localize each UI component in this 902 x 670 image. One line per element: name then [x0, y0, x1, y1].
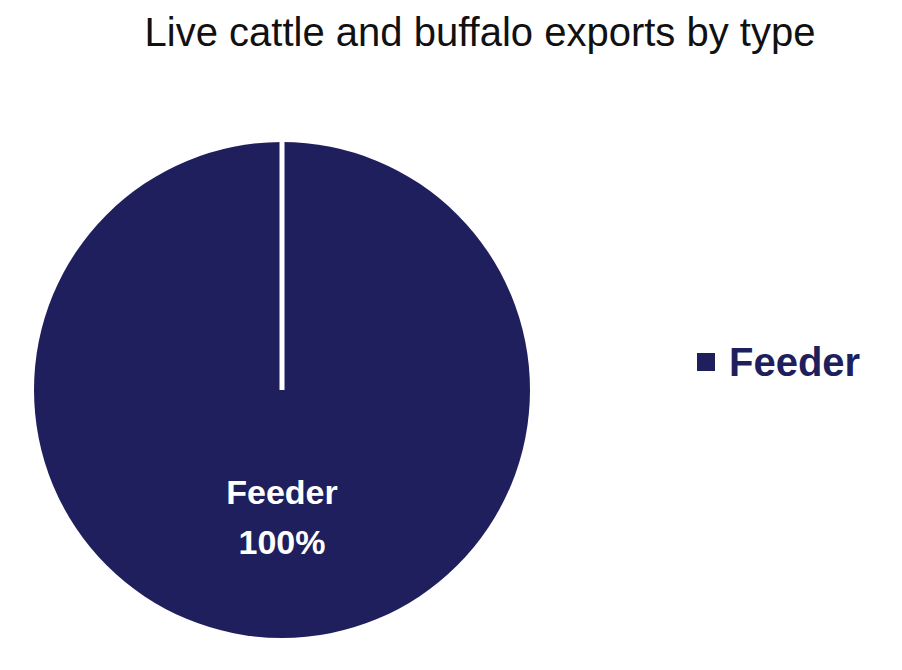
- data-label-category: Feeder: [226, 473, 338, 511]
- slice-edge: [280, 142, 285, 390]
- pie: Feeder 100%: [34, 142, 530, 638]
- title: Live cattle and buffalo exports by type: [145, 10, 816, 54]
- data-label-value: 100%: [239, 523, 326, 561]
- legend-entry: Feeder: [697, 340, 860, 384]
- slice: [34, 142, 530, 638]
- legend-swatch: [697, 353, 715, 371]
- legend: Feeder: [697, 340, 860, 384]
- legend-label: Feeder: [729, 340, 860, 384]
- chart: Live cattle and buffalo exports by type F…: [0, 0, 902, 670]
